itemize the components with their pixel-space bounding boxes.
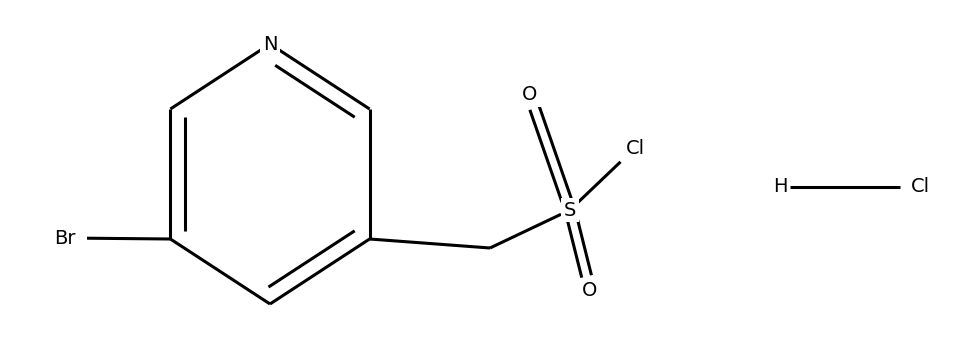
Text: O: O: [583, 280, 597, 300]
Text: Cl: Cl: [911, 177, 929, 197]
Text: O: O: [522, 86, 538, 104]
Text: Br: Br: [55, 229, 76, 247]
Text: Cl: Cl: [626, 139, 644, 158]
Text: N: N: [263, 34, 277, 54]
Text: S: S: [564, 200, 576, 220]
Text: H: H: [773, 177, 788, 197]
